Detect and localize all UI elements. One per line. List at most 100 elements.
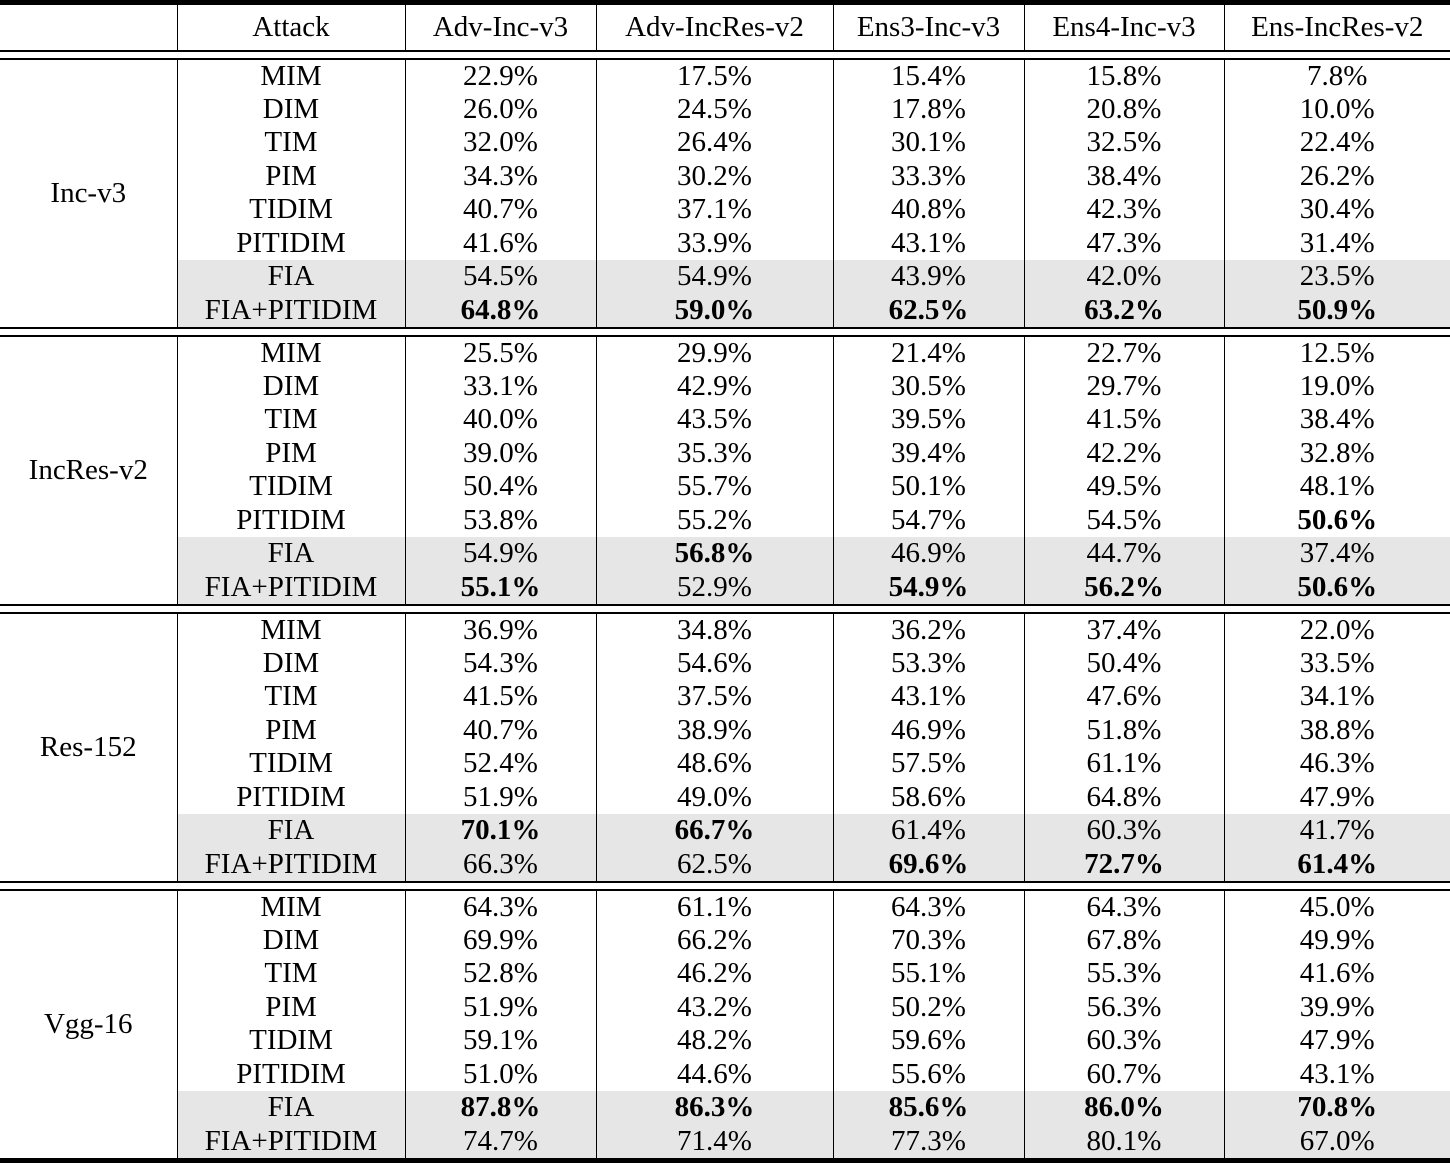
value-cell: 54.3% <box>404 646 596 680</box>
table-row: FIA 87.8% 86.3% 85.6% 86.0% 70.8% <box>0 1091 1450 1125</box>
value-cell: 39.9% <box>1223 990 1450 1024</box>
value-cell: 43.5% <box>595 403 833 437</box>
attack-name-cell: FIA <box>176 1091 405 1125</box>
value-cell: 86.0% <box>1023 1091 1224 1125</box>
value-cell: 30.2% <box>595 159 833 193</box>
value-cell: 61.1% <box>595 889 833 924</box>
value-cell: 32.0% <box>404 126 596 160</box>
value-cell: 54.9% <box>832 570 1024 605</box>
value-cell: 74.7% <box>404 1124 596 1160</box>
value-cell: 36.2% <box>832 612 1024 647</box>
value-cell: 35.3% <box>595 436 833 470</box>
table-row: TIDIM 40.7% 37.1% 40.8% 42.3% 30.4% <box>0 193 1450 227</box>
double-rule <box>0 603 1450 614</box>
value-cell: 54.5% <box>404 260 596 294</box>
attack-name-cell: PIM <box>176 713 405 747</box>
attack-name-cell: FIA <box>176 260 405 294</box>
attack-name-cell: PIM <box>176 159 405 193</box>
table-row: Vgg-16 MIM 64.3% 61.1% 64.3% 64.3% 45.0% <box>0 889 1450 1040</box>
value-cell: 87.8% <box>404 1091 596 1125</box>
value-cell: 67.8% <box>1023 923 1224 957</box>
attack-name-cell: DIM <box>176 646 405 680</box>
attack-name-cell: PITIDIM <box>176 503 405 537</box>
model-group-label: Res-152 <box>39 730 137 763</box>
value-cell: 43.9% <box>832 260 1024 294</box>
value-cell: 17.5% <box>595 58 833 93</box>
value-cell: 54.9% <box>404 537 596 571</box>
value-cell: 62.5% <box>595 847 833 882</box>
value-cell: 71.4% <box>595 1124 833 1160</box>
value-cell: 69.9% <box>404 923 596 957</box>
value-cell: 37.4% <box>1223 537 1450 571</box>
value-cell: 23.5% <box>1223 260 1450 294</box>
table-row: PIM 34.3% 30.2% 33.3% 38.4% 26.2% <box>0 159 1450 193</box>
value-cell: 33.1% <box>404 369 596 403</box>
value-cell: 26.0% <box>404 92 596 126</box>
value-cell: 38.9% <box>595 713 833 747</box>
model-group-label: IncRes-v2 <box>28 453 148 486</box>
value-cell: 50.6% <box>1223 570 1450 605</box>
value-cell: 33.5% <box>1223 646 1450 680</box>
table-row: FIA+PITIDIM 55.1% 52.9% 54.9% 56.2% 50.6% <box>0 570 1450 605</box>
value-cell: 30.4% <box>1223 193 1450 227</box>
value-cell: 49.9% <box>1223 923 1450 957</box>
value-cell: 46.2% <box>595 957 833 991</box>
value-cell: 43.1% <box>832 226 1024 260</box>
value-cell: 59.1% <box>404 1024 596 1058</box>
group-separator-row <box>0 880 1450 891</box>
value-cell: 86.3% <box>595 1091 833 1125</box>
value-cell: 55.1% <box>832 957 1024 991</box>
value-cell: 46.9% <box>832 537 1024 571</box>
value-cell: 64.3% <box>832 889 1024 924</box>
value-cell: 21.4% <box>832 335 1024 370</box>
table-row: DIM 69.9% 66.2% 70.3% 67.8% 49.9% <box>0 923 1450 957</box>
value-cell: 46.9% <box>832 713 1024 747</box>
target-model-column-header: Ens3-Inc-v3 <box>832 2 1024 51</box>
table-row: TIM 32.0% 26.4% 30.1% 32.5% 22.4% <box>0 126 1450 160</box>
value-cell: 62.5% <box>832 293 1024 328</box>
value-cell: 64.3% <box>404 889 596 924</box>
value-cell: 15.8% <box>1023 58 1224 93</box>
value-cell: 66.7% <box>595 814 833 848</box>
target-model-column-header: Ens4-Inc-v3 <box>1023 2 1224 51</box>
value-cell: 48.6% <box>595 747 833 781</box>
table-row: TIM 40.0% 43.5% 39.5% 41.5% 38.4% <box>0 403 1450 437</box>
value-cell: 38.4% <box>1223 403 1450 437</box>
value-cell: 24.5% <box>595 92 833 126</box>
value-cell: 33.9% <box>595 226 833 260</box>
header-row: Attack Adv-Inc-v3 Adv-IncRes-v2 Ens3-Inc-v3… <box>0 2 1450 51</box>
table-row: PITIDIM 53.8% 55.2% 54.7% 54.5% 50.6% <box>0 503 1450 537</box>
value-cell: 47.3% <box>1023 226 1224 260</box>
value-cell: 22.9% <box>404 58 596 93</box>
value-cell: 31.4% <box>1223 226 1450 260</box>
value-cell: 61.4% <box>1223 847 1450 882</box>
value-cell: 39.0% <box>404 436 596 470</box>
table-row: PIM 51.9% 43.2% 50.2% 56.3% 39.9% <box>0 990 1450 1024</box>
value-cell: 41.5% <box>404 680 596 714</box>
value-cell: 55.6% <box>832 1057 1024 1091</box>
value-cell: 41.6% <box>1223 957 1450 991</box>
value-cell: 72.7% <box>1023 847 1224 882</box>
value-cell: 41.7% <box>1223 814 1450 848</box>
double-rule <box>0 880 1450 891</box>
table-row: PITIDIM 51.9% 49.0% 58.6% 64.8% 47.9% <box>0 780 1450 814</box>
table-row: FIA 54.9% 56.8% 46.9% 44.7% 37.4% <box>0 537 1450 571</box>
value-cell: 46.3% <box>1223 747 1450 781</box>
value-cell: 77.3% <box>832 1124 1024 1160</box>
attack-name-cell: PIM <box>176 436 405 470</box>
table-row: FIA 70.1% 66.7% 61.4% 60.3% 41.7% <box>0 814 1450 848</box>
value-cell: 54.6% <box>595 646 833 680</box>
value-cell: 56.8% <box>595 537 833 571</box>
value-cell: 54.9% <box>595 260 833 294</box>
attack-name-cell: FIA+PITIDIM <box>176 570 405 605</box>
value-cell: 55.7% <box>595 470 833 504</box>
target-model-column-header: Ens-IncRes-v2 <box>1223 2 1450 51</box>
table-row: PIM 40.7% 38.9% 46.9% 51.8% 38.8% <box>0 713 1450 747</box>
value-cell: 51.9% <box>404 780 596 814</box>
value-cell: 50.4% <box>1023 646 1224 680</box>
value-cell: 22.7% <box>1023 335 1224 370</box>
value-cell: 53.3% <box>832 646 1024 680</box>
attack-name-cell: MIM <box>176 612 405 647</box>
attack-name-cell: PIM <box>176 990 405 1024</box>
value-cell: 38.4% <box>1023 159 1224 193</box>
